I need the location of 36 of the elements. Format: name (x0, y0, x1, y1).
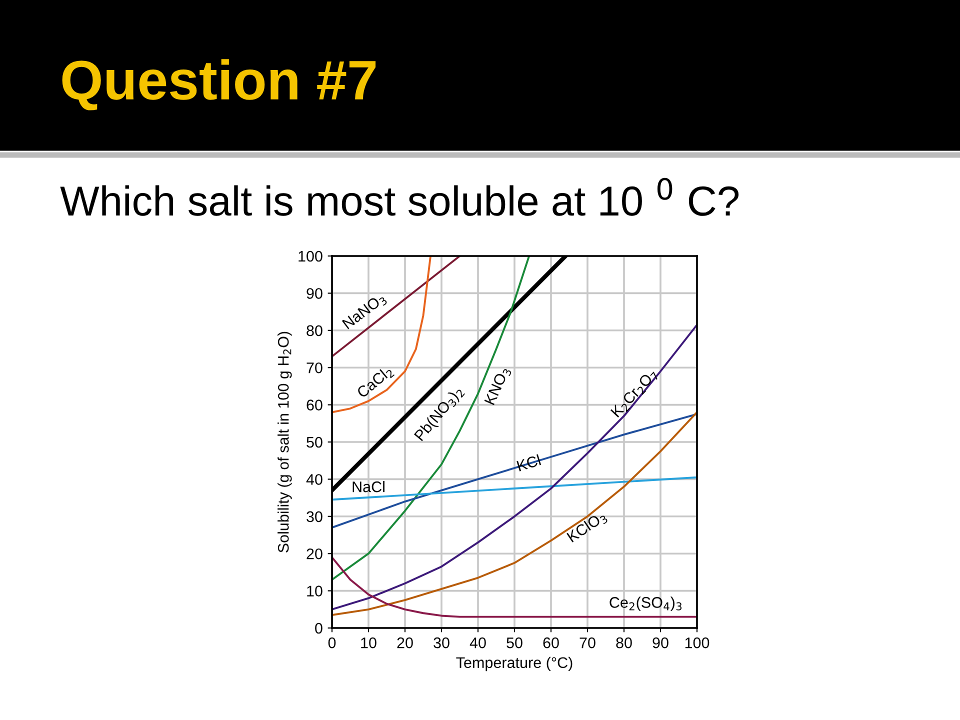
y-tick-label: 80 (306, 325, 322, 336)
x-tick-label: 100 (685, 637, 710, 648)
x-tick-label: 0 (328, 637, 336, 648)
text: NaNO$_{3}$ (342, 292, 388, 332)
x-tick-label: 60 (543, 637, 559, 648)
text: Pb(NO$_{3}$)$_{2}$ (414, 385, 466, 444)
x-tick-label: 70 (580, 637, 596, 648)
y-tick-label: 50 (306, 436, 322, 448)
x-tick-label: 50 (506, 637, 522, 648)
y-axis-title: Solubility (g of salt in 100 g H$_{2}$O) (278, 332, 292, 552)
y-tick-label: 100 (298, 250, 322, 262)
x-tick-label: 80 (616, 637, 632, 648)
x-tick-label: 40 (470, 637, 486, 648)
chart-subtitle: Which salt is most soluble at 10 $^{0}$ C? (60, 178, 739, 216)
x-tick-label: 30 (434, 637, 450, 648)
x-tick-label: 10 (361, 637, 376, 648)
x-axis-title: Temperature (°C) (456, 656, 572, 672)
series-label: NaCl (352, 481, 384, 492)
y-tick-label: 90 (306, 288, 322, 299)
line-series (332, 556, 697, 618)
y-tick-label: 0 (315, 622, 322, 634)
text: KNO$_{3}$ (484, 366, 512, 406)
y-tick-label: 70 (306, 362, 322, 374)
x-tick-label: 20 (397, 637, 413, 648)
y-tick-label: 10 (307, 586, 322, 596)
series-label: Ce$_{2}$(SO$_{4}$)$_{3}$ (610, 596, 682, 611)
y-tick-label: 60 (306, 400, 322, 410)
chart-title: Question #7 (62, 59, 376, 110)
y-tick-label: 40 (306, 474, 322, 485)
text: CaCl$_{2}$ (356, 364, 395, 400)
text: KCl (516, 454, 542, 472)
text: KClO$_{3}$ (566, 510, 608, 545)
y-tick-label: 30 (306, 511, 322, 522)
y-tick-label: 20 (306, 548, 322, 560)
x-tick-label: 90 (652, 637, 668, 648)
text: K$_{2}$Cr$_{2}$O$_{7}$ (610, 368, 660, 420)
